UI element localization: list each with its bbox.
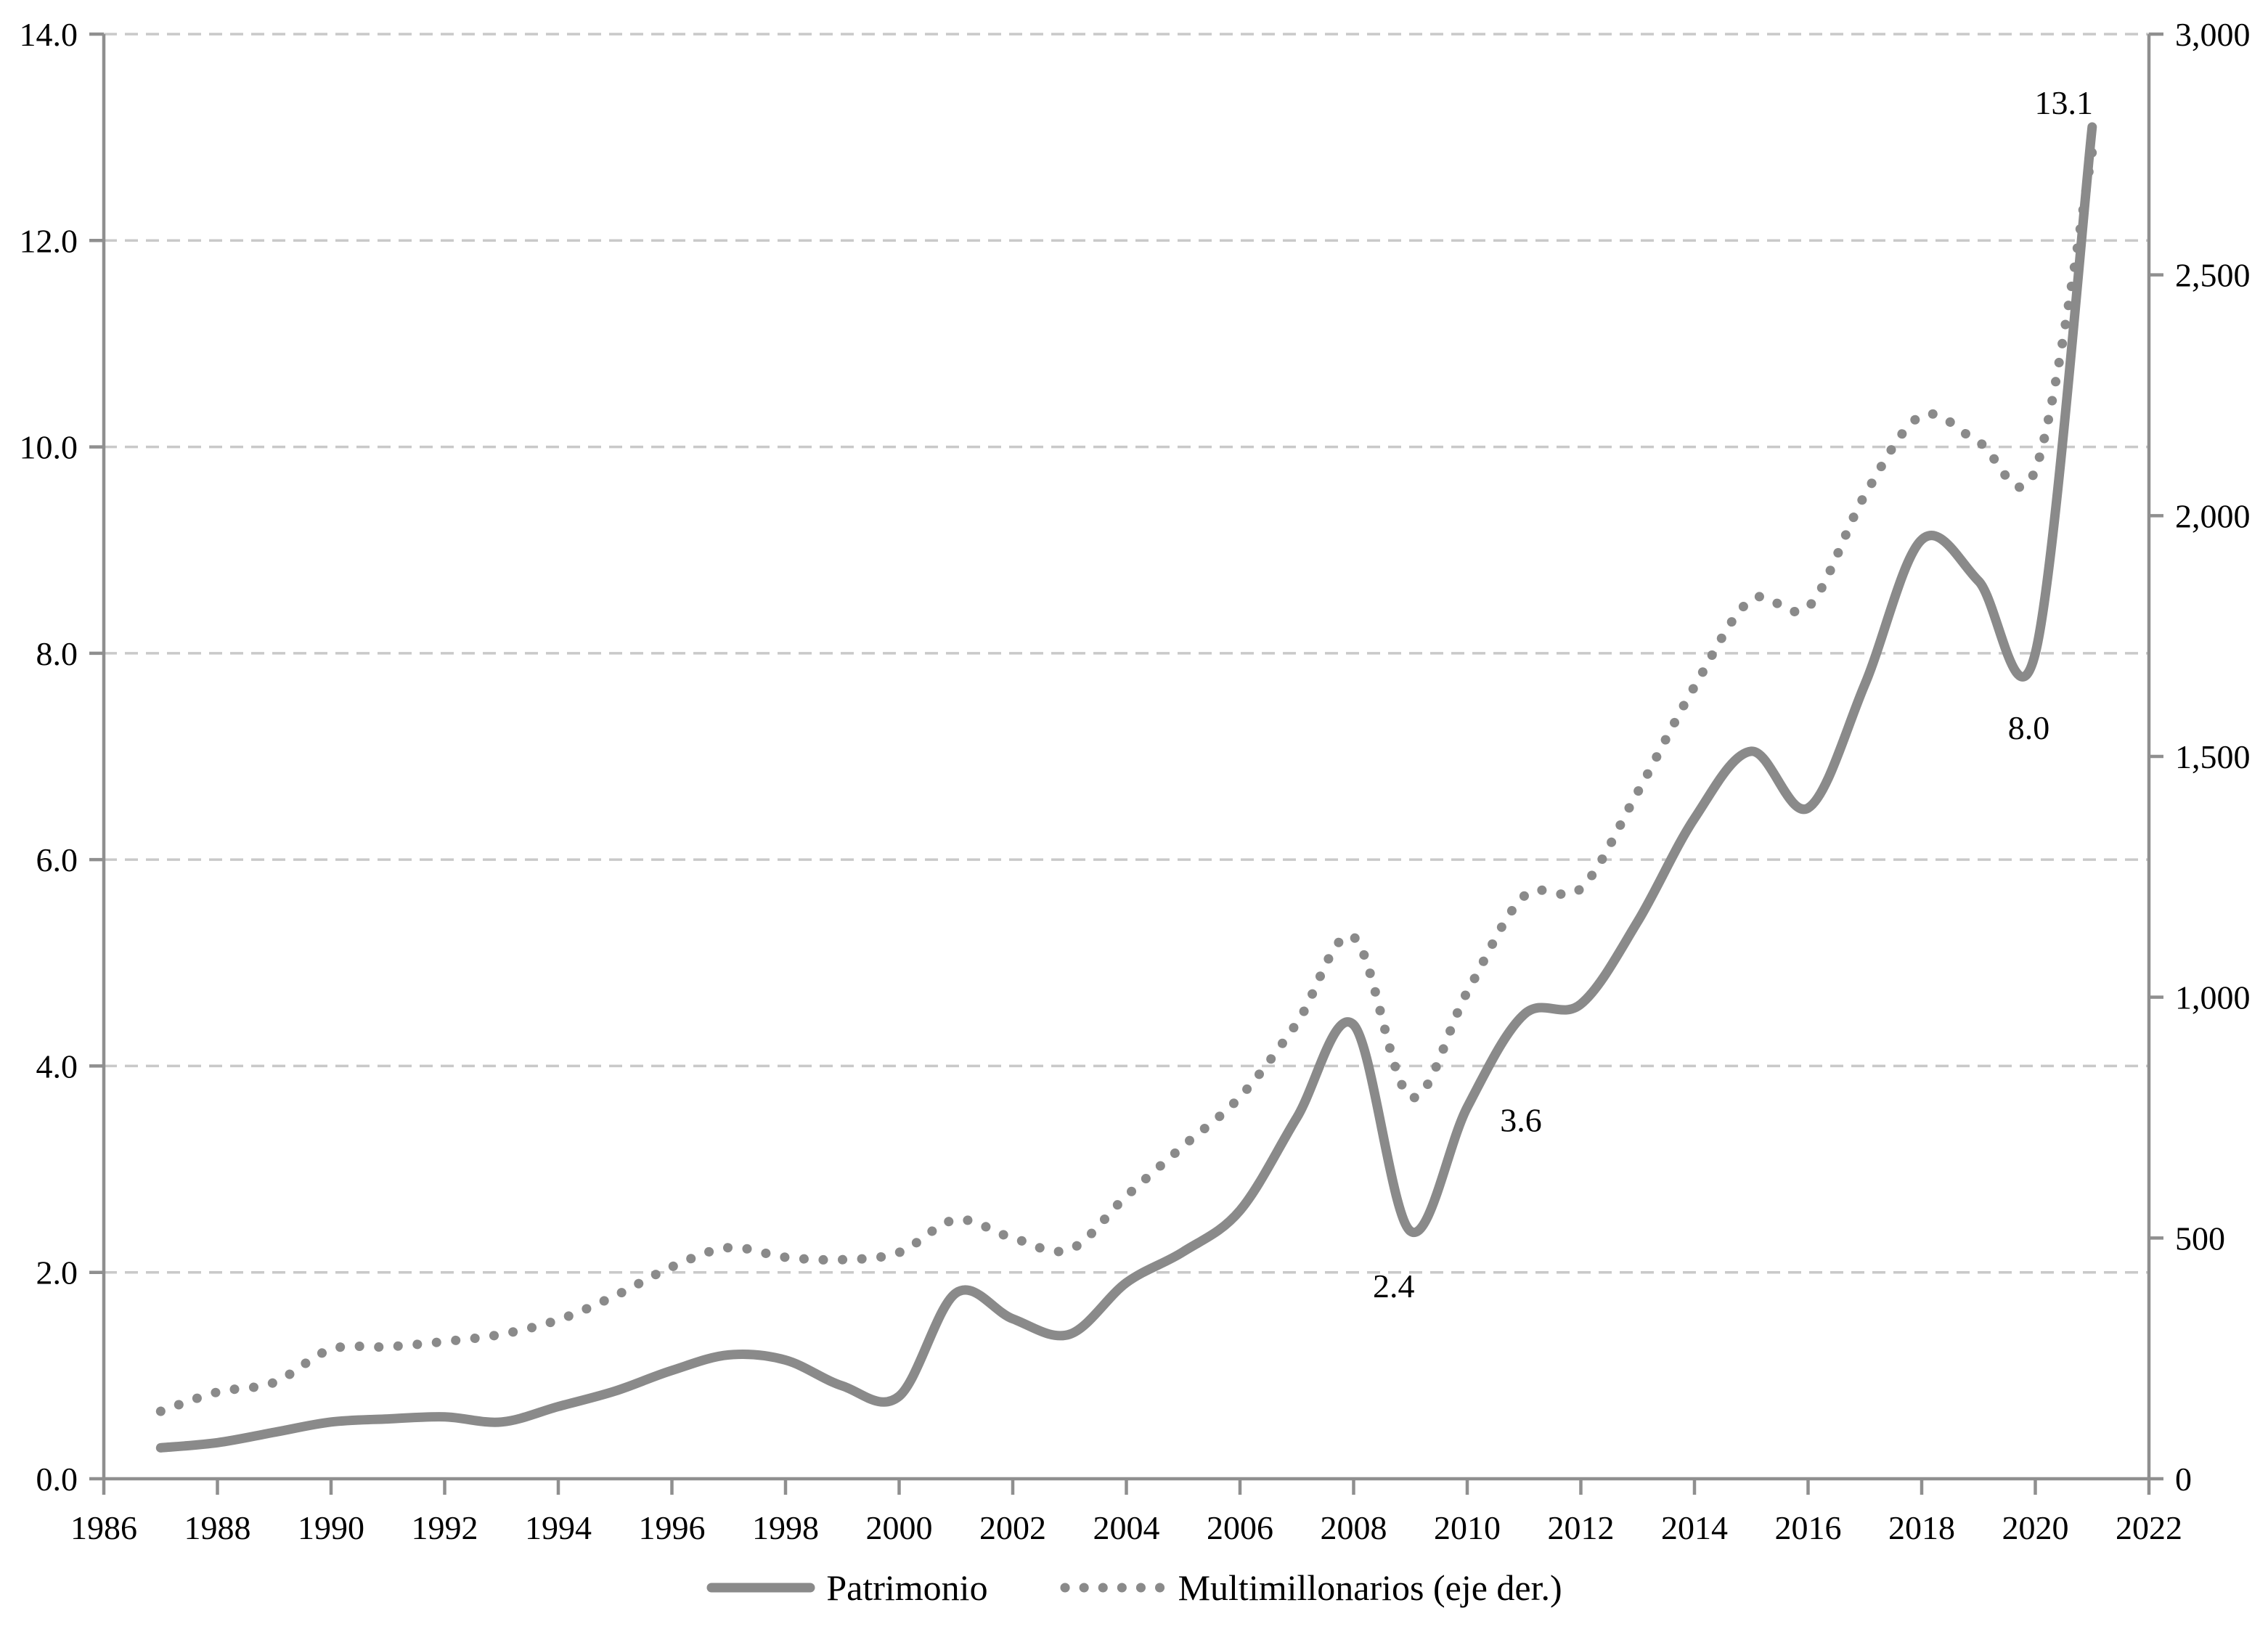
data-label-8.0: 8.0 (2008, 709, 2050, 746)
left-axis-tick-label: 8.0 (36, 635, 78, 672)
right-axis-tick-label: 2,500 (2175, 257, 2251, 294)
x-axis-tick-label: 1986 (70, 1509, 137, 1546)
data-label-2.4: 2.4 (1373, 1268, 1415, 1305)
patrimonio-line (155, 122, 2097, 1453)
left-axis-tick-label: 0.0 (36, 1461, 78, 1498)
legend-item-patrimonio: Patrimonio (706, 1567, 988, 1609)
x-axis-tick-label: 2022 (2116, 1509, 2182, 1546)
x-axis-tick-label: 2008 (1321, 1509, 1387, 1546)
chart-legend: Patrimonio Multimillonarios (eje der.) (0, 1567, 2268, 1609)
x-axis-tick-label: 2016 (1775, 1509, 1842, 1546)
x-axis-tick-label: 2020 (2002, 1509, 2069, 1546)
x-axis-tick-label: 1996 (639, 1509, 706, 1546)
left-axis-tick-label: 6.0 (36, 841, 78, 878)
x-axis-tick-label: 1992 (412, 1509, 478, 1546)
x-axis-tick-label: 2002 (979, 1509, 1046, 1546)
x-axis-tick-label: 2006 (1207, 1509, 1273, 1546)
x-axis-tick-label: 2018 (1888, 1509, 1955, 1546)
x-axis-tick-label: 1988 (184, 1509, 251, 1546)
right-axis-tick-label: 2,000 (2175, 497, 2251, 534)
solid-line-swatch-icon (706, 1583, 815, 1593)
right-axis-tick-label: 500 (2175, 1220, 2225, 1257)
dotted-line-swatch-icon (1060, 1583, 1167, 1593)
legend-label-multimillonarios: Multimillonarios (eje der.) (1178, 1567, 1562, 1608)
left-axis-tick-label: 2.0 (36, 1254, 78, 1291)
left-axis-tick-label: 12.0 (20, 222, 78, 259)
data-label-3.6: 3.6 (1500, 1101, 1542, 1138)
right-axis-tick-label: 3,000 (2175, 16, 2251, 53)
x-axis-tick-label: 1994 (525, 1509, 592, 1546)
x-axis-tick-label: 1990 (298, 1509, 364, 1546)
right-axis-tick-label: 1,500 (2175, 738, 2251, 775)
x-axis-tick-label: 2012 (1548, 1509, 1615, 1546)
right-axis-tick-label: 0 (2175, 1461, 2192, 1498)
legend-item-multimillonarios: Multimillonarios (eje der.) (1058, 1567, 1562, 1609)
x-axis-tick-label: 2000 (866, 1509, 933, 1546)
left-axis-tick-label: 10.0 (20, 429, 78, 466)
right-axis-tick-label: 1,000 (2175, 979, 2251, 1016)
multimillonarios-line (155, 147, 2097, 1416)
x-axis-tick-label: 1998 (752, 1509, 819, 1546)
left-axis-tick-label: 4.0 (36, 1048, 78, 1085)
legend-label-patrimonio: Patrimonio (826, 1567, 988, 1608)
left-axis-tick-label: 14.0 (20, 16, 78, 53)
x-axis-tick-label: 2004 (1093, 1509, 1160, 1546)
x-axis-tick-label: 2010 (1434, 1509, 1501, 1546)
x-axis-tick-label: 2014 (1661, 1509, 1728, 1546)
data-label-13.1: 13.1 (2035, 84, 2094, 121)
